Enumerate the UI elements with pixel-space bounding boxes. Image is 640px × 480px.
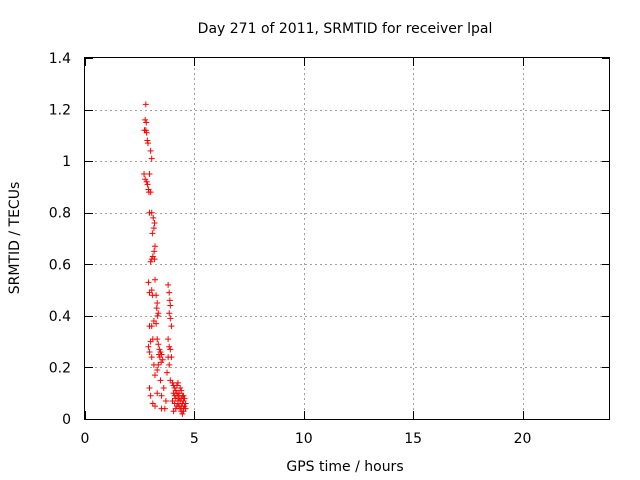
data-point [169,379,176,386]
data-point [146,171,153,178]
data-point [153,292,160,299]
data-point [166,343,173,350]
data-point [143,119,150,126]
data-point [156,354,163,361]
data-point [147,189,154,196]
y-tick-label: 0.2 [49,360,71,376]
data-point [145,279,152,286]
data-point [155,310,162,317]
data-point [157,377,164,384]
chart-title: Day 271 of 2011, SRMTID for receiver lpa… [198,21,493,37]
grid-layer [85,58,610,419]
data-point [147,258,154,265]
data-point [166,361,173,368]
data-point [154,367,161,374]
data-point [168,323,175,330]
data-point [144,181,151,188]
data-point [160,385,167,392]
ticks-layer: 0 5 10 15 20 0 0.2 0.4 0.6 0.8 1 1.2 1.4 [49,51,610,447]
data-point [173,382,180,389]
x-tick-label: 10 [295,431,313,447]
y-tick-label: 0 [62,412,71,428]
data-point [166,297,173,304]
data-point [158,392,165,399]
data-point [150,361,157,368]
data-point [146,323,153,330]
data-point [165,336,172,343]
data-point [166,310,173,317]
data-point [154,390,161,397]
data-point [152,403,158,410]
data-point [178,387,185,394]
data-point [152,276,158,283]
data-point [164,369,171,376]
data-point [142,101,149,108]
data-point [150,318,157,325]
data-point [162,397,169,404]
data-point [151,220,158,227]
data-point [170,408,177,415]
x-axis-label: GPS time / hours [286,459,403,475]
data-point [145,343,152,350]
data-point [149,230,156,237]
data-point [161,405,168,412]
y-tick-label: 1.2 [49,103,71,119]
data-point [143,129,150,136]
data-point [144,137,151,144]
y-axis-label: SRMTID / TECUs [7,182,23,295]
x-tick-label: 20 [514,431,532,447]
data-point [180,408,187,415]
x-tick-label: 15 [404,431,422,447]
data-point [182,400,189,407]
data-point [153,305,160,312]
x-tick-label: 0 [81,431,90,447]
data-point [150,225,157,232]
data-point [142,127,149,134]
data-point [166,289,173,296]
data-point [165,281,172,288]
data-point [174,379,181,386]
y-tick-label: 0.6 [49,257,71,273]
data-point [156,346,163,353]
data-point [167,346,174,353]
data-point [146,385,153,392]
data-point [178,403,185,410]
data-point [141,171,148,178]
data-point [150,214,157,221]
y-tick-label: 0.4 [49,309,71,325]
data-point [152,372,158,379]
data-point [142,116,149,123]
data-point [167,315,174,322]
data-point [155,341,162,348]
plot-frame [84,57,610,420]
y-tick-label: 1.4 [49,51,71,67]
y-tick-label: 0.8 [49,206,71,222]
data-point [177,385,184,392]
data-point [148,354,155,361]
data-point [154,299,161,306]
data-point [148,209,155,216]
data-point [158,359,165,366]
data-point [148,155,155,162]
data-point [174,397,181,404]
data-point [147,147,154,154]
x-tick-label: 5 [190,431,199,447]
data-point [152,243,158,250]
data-point [151,256,158,263]
data-point [179,410,186,417]
data-point [147,392,154,399]
data-point [154,312,161,319]
data-point [143,178,150,185]
points-layer [141,101,189,417]
data-point [145,140,151,147]
y-tick-label: 1 [62,154,71,170]
data-point [151,248,158,255]
data-point [147,338,154,345]
data-point [146,348,153,355]
data-point [179,392,186,399]
data-point [146,289,153,296]
data-point [167,302,174,309]
data-point [168,354,175,361]
